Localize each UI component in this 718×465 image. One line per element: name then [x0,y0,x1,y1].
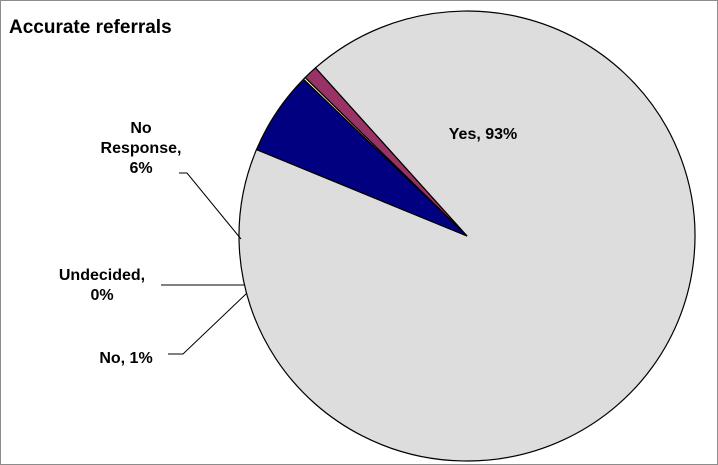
data-label-undecided: Undecided, 0% [59,267,145,304]
data-label-no-response: No Response, 6% [101,120,182,177]
pie-slice-no-response [255,78,468,237]
data-label-no: No, 1% [99,350,152,367]
data-label-yes: Yes, 93% [449,126,518,143]
leader-line-no-response [179,172,242,240]
chart-title: Accurate referrals [9,17,172,38]
leader-line-no [168,292,248,355]
